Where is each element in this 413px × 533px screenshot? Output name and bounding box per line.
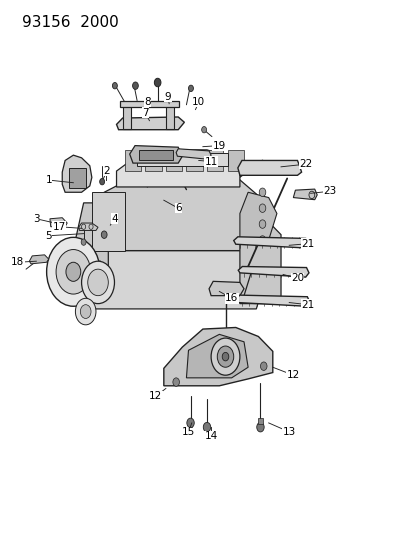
Polygon shape [235,295,309,306]
Text: 21: 21 [300,239,313,249]
Text: 18: 18 [11,257,24,267]
Circle shape [259,188,265,197]
Polygon shape [116,117,184,130]
Text: 5: 5 [45,231,52,241]
Polygon shape [186,150,202,171]
Circle shape [222,352,228,361]
Text: 6: 6 [174,203,181,213]
Circle shape [203,422,210,432]
Circle shape [188,85,193,92]
Polygon shape [92,251,268,309]
Polygon shape [119,101,178,108]
Polygon shape [137,152,227,166]
Polygon shape [166,150,182,171]
Text: 22: 22 [298,159,311,169]
Polygon shape [92,171,268,251]
Circle shape [47,237,100,306]
Polygon shape [237,160,301,175]
Circle shape [260,362,266,370]
Polygon shape [206,150,223,171]
Polygon shape [166,105,174,128]
Circle shape [256,422,263,432]
Polygon shape [29,255,49,264]
Polygon shape [186,334,247,378]
Polygon shape [257,418,263,424]
Polygon shape [239,214,280,304]
Text: 2: 2 [103,166,109,176]
Circle shape [88,269,108,296]
Text: 19: 19 [212,141,225,151]
Polygon shape [145,150,161,171]
Circle shape [259,220,265,228]
Polygon shape [237,266,308,277]
Circle shape [112,83,117,89]
Text: 23: 23 [323,186,336,196]
Text: 17: 17 [52,222,65,232]
Text: 8: 8 [144,97,150,107]
Circle shape [173,378,179,386]
Polygon shape [69,168,85,188]
Text: 13: 13 [282,427,295,437]
Circle shape [259,204,265,213]
Polygon shape [124,150,141,171]
Polygon shape [233,237,307,248]
Circle shape [217,346,233,367]
Text: 16: 16 [225,293,238,303]
Circle shape [81,239,86,245]
Polygon shape [78,223,98,230]
Polygon shape [75,203,108,298]
Circle shape [81,261,114,304]
Text: 12: 12 [149,391,162,401]
Polygon shape [164,327,272,386]
Text: 20: 20 [290,273,303,283]
Circle shape [186,418,194,427]
Polygon shape [116,150,239,187]
Text: 11: 11 [204,157,217,166]
Text: 1: 1 [45,175,52,185]
Polygon shape [209,281,243,296]
Text: 21: 21 [300,300,313,310]
Circle shape [132,82,138,90]
Circle shape [259,236,265,244]
Text: 4: 4 [111,214,118,224]
Polygon shape [139,150,173,160]
Polygon shape [293,189,316,200]
Circle shape [201,126,206,133]
Polygon shape [176,149,211,159]
Text: 12: 12 [286,370,299,380]
Text: 15: 15 [181,427,195,437]
Text: 14: 14 [204,431,217,441]
Text: 93156  2000: 93156 2000 [22,14,119,30]
Circle shape [154,78,161,87]
Polygon shape [62,155,92,192]
Text: 7: 7 [142,108,148,118]
Circle shape [100,179,104,185]
Polygon shape [129,146,182,163]
Text: 10: 10 [192,97,205,107]
Polygon shape [227,150,243,171]
Circle shape [211,338,239,375]
Circle shape [56,249,90,294]
Circle shape [66,262,81,281]
Polygon shape [239,192,276,240]
Circle shape [101,231,107,238]
Polygon shape [92,192,124,251]
Circle shape [75,298,96,325]
Text: 9: 9 [164,92,171,102]
Polygon shape [50,217,67,227]
Text: 3: 3 [33,214,40,224]
Circle shape [80,305,91,318]
Polygon shape [122,105,131,128]
